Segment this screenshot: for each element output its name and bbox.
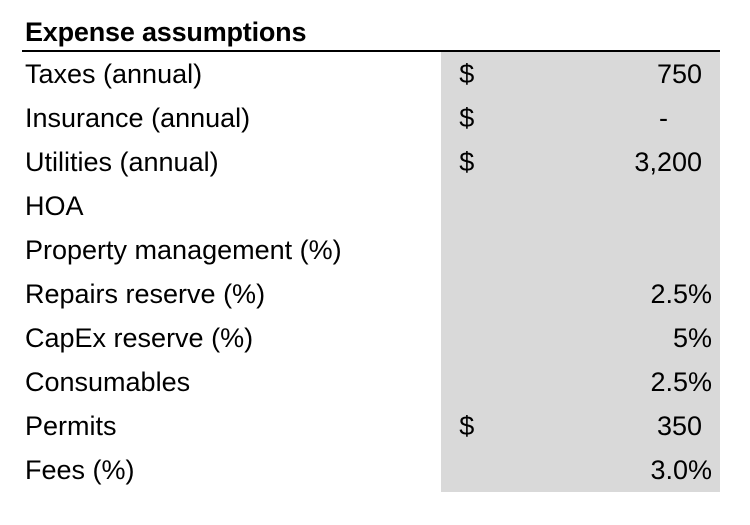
row-utilities: Utilities (annual) $ 3,200: [22, 140, 720, 184]
percent-value: 5%: [672, 323, 712, 353]
row-label: Fees (%): [25, 455, 135, 485]
value-cell-permits[interactable]: $ 350: [441, 404, 720, 448]
row-label: Permits: [25, 411, 117, 441]
row-hoa: HOA: [22, 184, 720, 228]
value-cell-capex-reserve[interactable]: 5%: [441, 316, 720, 360]
value-cell-fees[interactable]: 3.0%: [441, 448, 720, 492]
value-cell-repairs-reserve[interactable]: 2.5%: [441, 272, 720, 316]
percent-value: 3.0%: [650, 455, 712, 485]
row-label: Utilities (annual): [25, 147, 219, 177]
row-taxes: Taxes (annual) $ 750: [22, 52, 720, 96]
row-label: Taxes (annual): [25, 59, 203, 89]
row-label: Consumables: [25, 367, 191, 397]
row-fees: Fees (%) 3.0%: [22, 448, 720, 492]
row-label: CapEx reserve (%): [25, 323, 254, 353]
row-property-management: Property management (%): [22, 228, 720, 272]
percent-value: 2.5%: [650, 279, 712, 309]
value-cell-property-management[interactable]: [441, 228, 720, 272]
table-header: Expense assumptions: [22, 14, 720, 52]
amount-value: 3,200: [634, 147, 702, 177]
currency-symbol: $: [459, 411, 475, 441]
currency-symbol: $: [459, 147, 475, 177]
row-consumables: Consumables 2.5%: [22, 360, 720, 404]
amount-value: 750: [656, 59, 702, 89]
percent-value: 2.5%: [650, 367, 712, 397]
amount-value: -: [659, 103, 668, 133]
row-insurance: Insurance (annual) $ -: [22, 96, 720, 140]
row-label: Property management (%): [25, 235, 342, 265]
currency-symbol: $: [459, 103, 475, 133]
currency-symbol: $: [459, 59, 475, 89]
amount-value: 350: [656, 411, 702, 441]
table-title: Expense assumptions: [25, 17, 307, 47]
value-cell-insurance[interactable]: $ -: [441, 96, 720, 140]
row-capex-reserve: CapEx reserve (%) 5%: [22, 316, 720, 360]
row-label: Insurance (annual): [25, 103, 251, 133]
row-permits: Permits $ 350: [22, 404, 720, 448]
value-cell-consumables[interactable]: 2.5%: [441, 360, 720, 404]
row-label: Repairs reserve (%): [25, 279, 266, 309]
row-repairs-reserve: Repairs reserve (%) 2.5%: [22, 272, 720, 316]
row-label: HOA: [25, 191, 84, 221]
value-cell-taxes[interactable]: $ 750: [441, 52, 720, 96]
value-cell-hoa[interactable]: [441, 184, 720, 228]
expense-assumptions-table: Expense assumptions Taxes (annual) $ 750…: [22, 14, 720, 492]
value-cell-utilities[interactable]: $ 3,200: [441, 140, 720, 184]
